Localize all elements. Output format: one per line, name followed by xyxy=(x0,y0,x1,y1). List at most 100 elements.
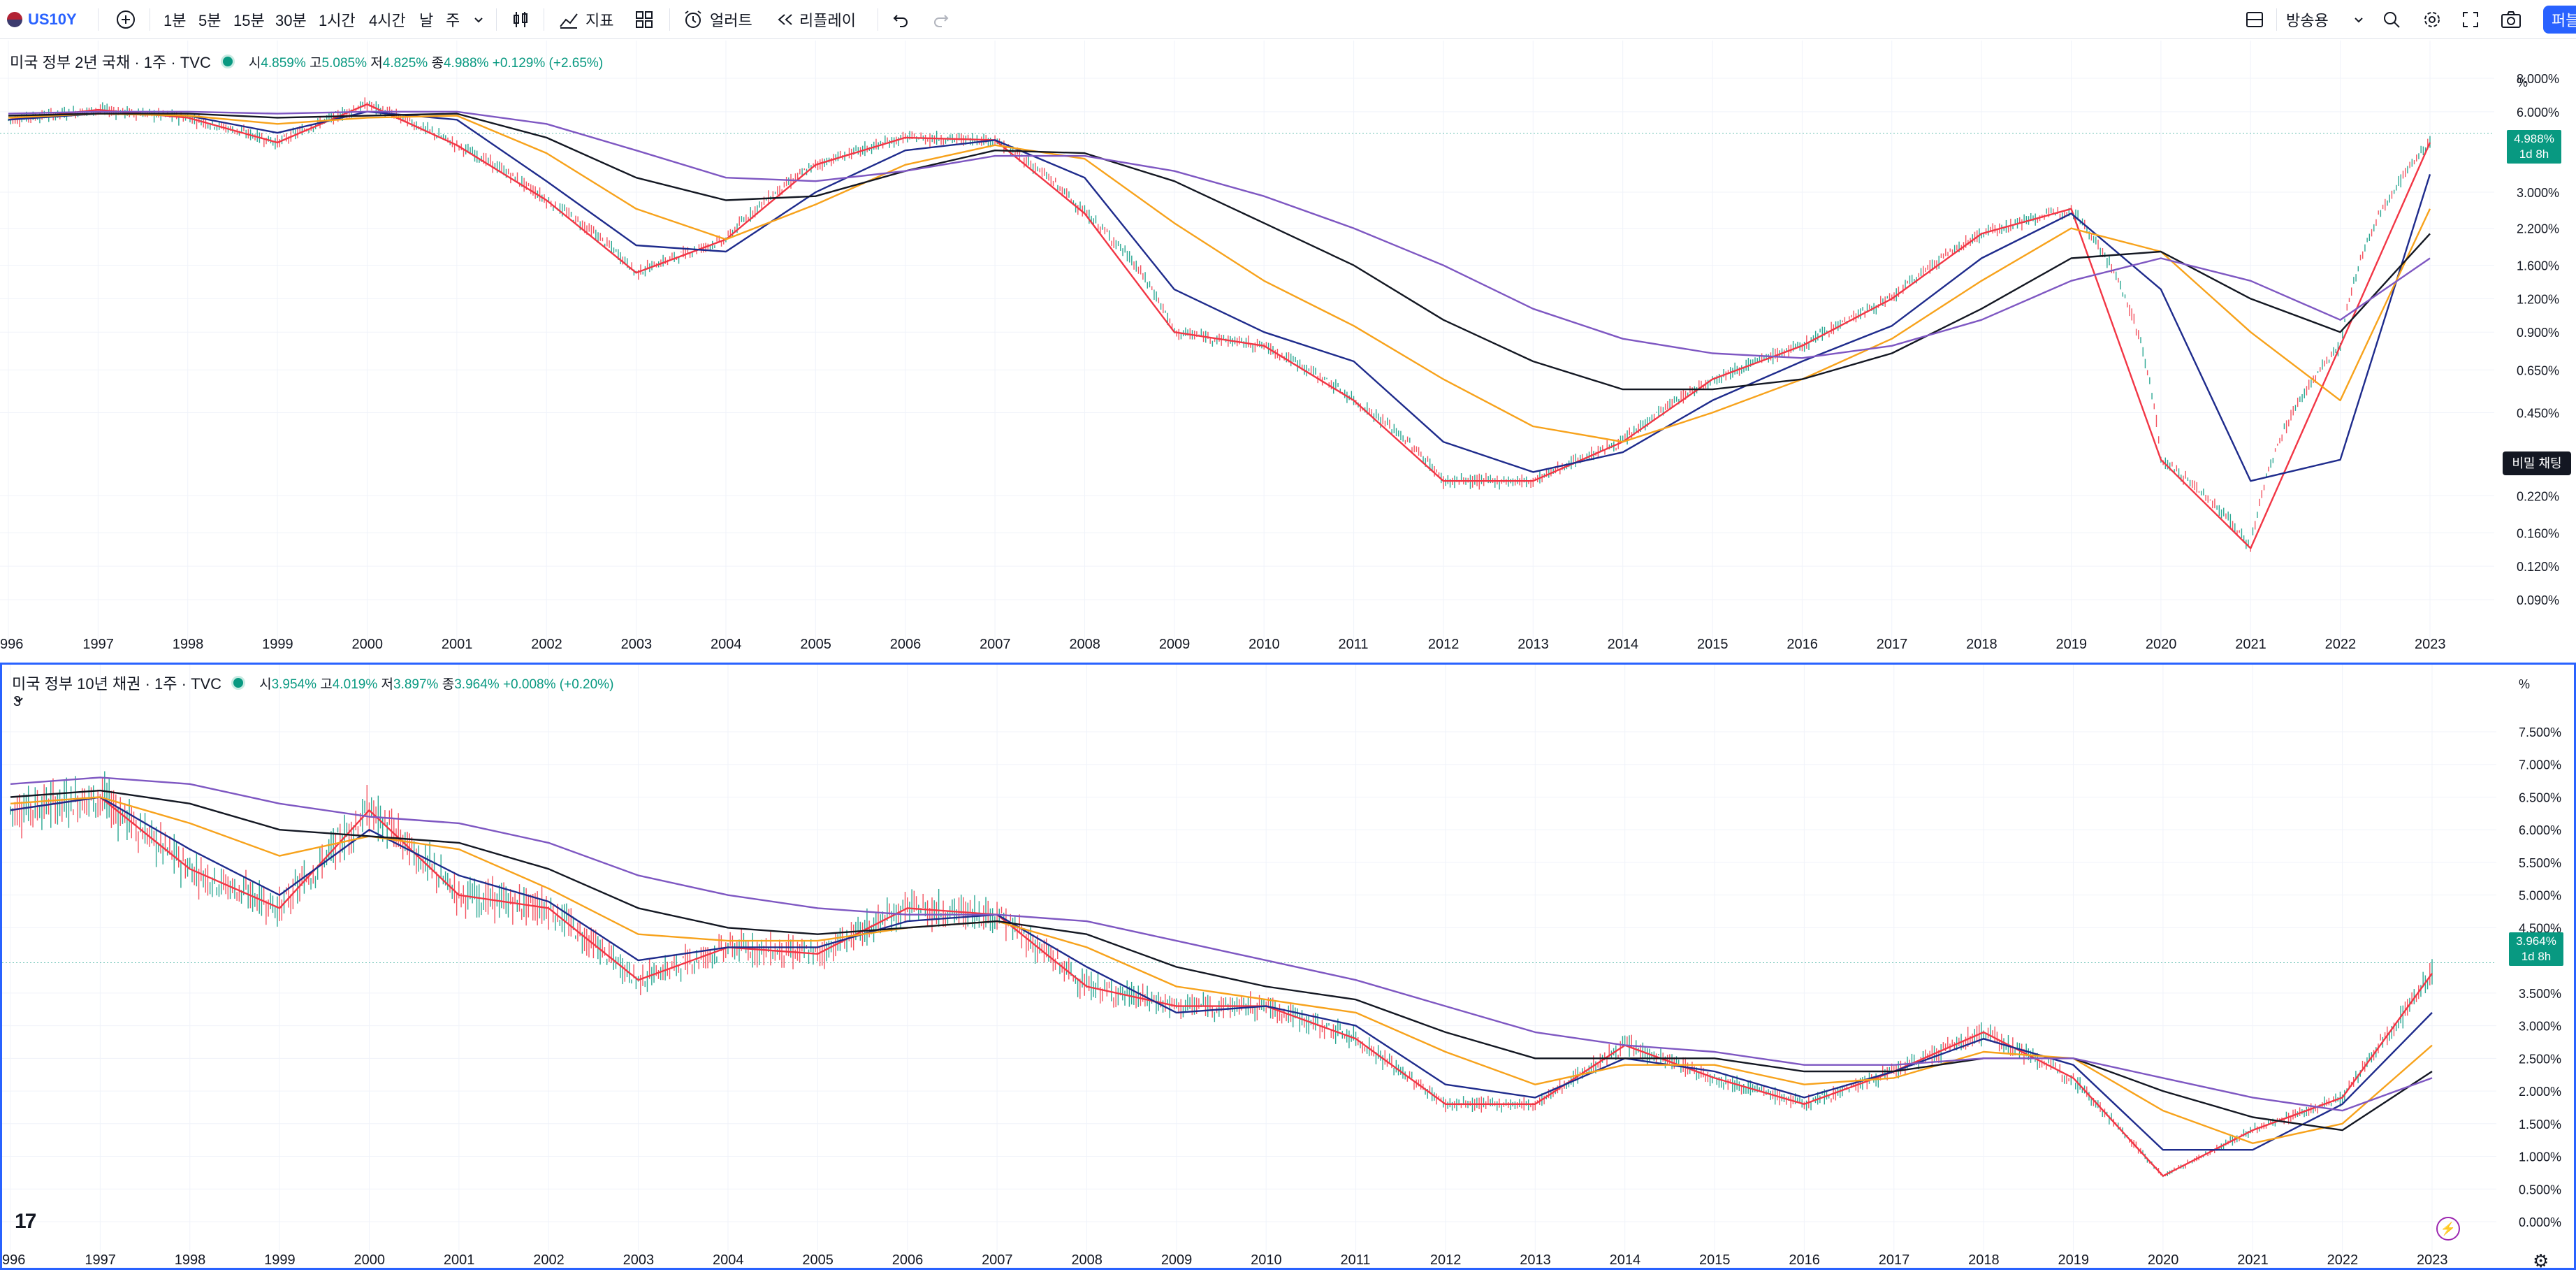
close-label: 종 xyxy=(431,55,444,71)
price-axis-label: 0.090% xyxy=(2517,593,2559,607)
time-axis-label: 2009 xyxy=(1159,637,1191,652)
time-axis-label: 1997 xyxy=(85,1252,115,1268)
search-button[interactable] xyxy=(2381,0,2402,39)
close-label: 종 xyxy=(442,677,455,692)
interval-label: 5분 xyxy=(198,12,221,29)
time-axis-label: 1999 xyxy=(262,637,293,652)
interval-5m[interactable]: 5분 xyxy=(198,0,221,39)
time-axis-label: 1997 xyxy=(82,637,113,652)
ma-black-line xyxy=(8,113,2431,391)
chart-pane-10y[interactable]: 7.500% 7.000% 6.500% 6.000% 5.500% 5.000% 4.50… xyxy=(0,663,2576,1271)
templates-button[interactable] xyxy=(634,0,654,39)
gear-icon[interactable]: ⚙ xyxy=(2533,1250,2549,1271)
publish-button[interactable]: 퍼블 xyxy=(2543,6,2576,34)
compare-symbol-button[interactable] xyxy=(115,0,137,39)
low-label: 저 xyxy=(381,677,393,692)
ma-red-line xyxy=(8,103,2431,549)
change-value: +0.008% (+0.20%) xyxy=(502,677,614,692)
secret-chat-badge[interactable]: 비밀 채팅 xyxy=(2503,451,2571,475)
ma-blue-line xyxy=(10,796,2433,1151)
high-value: 4.019% xyxy=(332,677,378,692)
price-axis-label: 5.500% xyxy=(2519,856,2561,870)
publish-label: 퍼블 xyxy=(2552,12,2576,29)
time-axis-label: 2019 xyxy=(2056,637,2088,652)
price-chart-10y[interactable]: 7.500% 7.000% 6.500% 6.000% 5.500% 5.000% 4.50… xyxy=(2,665,2574,1268)
high-label: 고 xyxy=(310,55,322,71)
open-label: 시 xyxy=(259,677,272,692)
chevron-down-icon xyxy=(15,698,23,703)
interval-4h[interactable]: 4시간 xyxy=(369,0,406,39)
interval-30m[interactable]: 30분 xyxy=(275,0,307,39)
lightning-icon[interactable]: ⚡ xyxy=(2436,1217,2460,1241)
ma-red-line xyxy=(10,796,2433,1177)
high-value: 5.085% xyxy=(321,55,367,71)
pane-title[interactable]: 미국 정부 2년 국채 · 1주 · TVC xyxy=(10,54,211,71)
interval-label: 1시간 xyxy=(319,12,356,29)
high-label: 고 xyxy=(320,677,333,692)
tradingview-logo[interactable]: 17 xyxy=(15,1210,36,1233)
market-status-icon[interactable] xyxy=(231,676,246,690)
indicators-collapse-button[interactable]: 3 xyxy=(13,694,23,710)
undo-button[interactable] xyxy=(890,0,910,39)
time-axis-label: 2014 xyxy=(1610,1252,1641,1268)
redo-button[interactable] xyxy=(932,0,952,39)
ma-purple-line xyxy=(10,776,2433,1112)
time-axis-label: 2007 xyxy=(982,1252,1013,1268)
indicators-button[interactable]: 지표 xyxy=(558,0,613,39)
chevron-down-icon xyxy=(474,17,483,23)
time-axis-label: 2015 xyxy=(1699,1252,1731,1268)
price-axis-label: 7.000% xyxy=(2519,758,2561,772)
price-axis-unit: % xyxy=(2519,677,2530,691)
time-axis-label: 2016 xyxy=(1789,1252,1820,1268)
low-value: 3.897% xyxy=(393,677,439,692)
price-axis-label: 4.500% xyxy=(2519,921,2561,935)
interval-dropdown[interactable] xyxy=(472,0,485,39)
price-axis-label: 0.500% xyxy=(2519,1183,2561,1197)
price-axis-label: 1.000% xyxy=(2519,1150,2561,1164)
chart-pane-2y[interactable]: 8.000% 6.000% 3.000% 2.200% 1.600% 1.200% 0.90… xyxy=(0,41,2576,661)
bar-countdown: 1d 8h xyxy=(2521,950,2552,963)
time-axis-label: 2003 xyxy=(621,637,653,652)
alarm-clock-icon xyxy=(685,10,701,28)
price-axis-label: 7.500% xyxy=(2519,725,2561,739)
layout-button[interactable] xyxy=(2244,0,2265,39)
time-axis-label: 2000 xyxy=(351,637,382,652)
time-axis-label: 2022 xyxy=(2325,637,2357,652)
alert-button[interactable]: 얼러트 xyxy=(682,0,752,39)
divider xyxy=(2276,8,2277,31)
time-axis-label: 996 xyxy=(0,637,23,652)
symbol-search-button[interactable]: US10Y xyxy=(7,0,77,39)
price-chart-2y[interactable]: 8.000% 6.000% 3.000% 2.200% 1.600% 1.200% 0.90… xyxy=(0,41,2576,661)
time-axis-label: 2022 xyxy=(2327,1252,2359,1268)
price-axis-label: 0.450% xyxy=(2517,406,2559,420)
interval-15m[interactable]: 15분 xyxy=(233,0,265,39)
pane-title[interactable]: 미국 정부 10년 채권 · 1주 · TVC xyxy=(12,675,222,693)
time-axis-label: 2021 xyxy=(2237,1252,2269,1268)
time-axis-label: 2002 xyxy=(531,637,562,652)
gear-icon xyxy=(2424,12,2440,27)
snapshot-button[interactable] xyxy=(2500,0,2522,39)
interval-1m[interactable]: 1분 xyxy=(163,0,186,39)
interval-1h[interactable]: 1시간 xyxy=(319,0,356,39)
time-axis-label: 2001 xyxy=(442,637,473,652)
time-axis-label: 1999 xyxy=(264,1252,296,1268)
fullscreen-button[interactable] xyxy=(2461,0,2480,39)
interval-day[interactable]: 날 xyxy=(419,0,433,39)
replay-button[interactable]: 리플레이 xyxy=(776,0,856,39)
market-status-icon[interactable] xyxy=(220,55,235,68)
time-axis-label: 2023 xyxy=(2415,637,2446,652)
time-axis-label: 2002 xyxy=(533,1252,565,1268)
time-axis-label: 2010 xyxy=(1251,1252,1282,1268)
last-price-value: 4.988% xyxy=(2514,132,2554,145)
layout-name-button[interactable]: 방송용 xyxy=(2286,0,2365,39)
grid-icon xyxy=(636,11,653,28)
price-axis-label: 0.220% xyxy=(2517,489,2559,503)
layout-name-label: 방송용 xyxy=(2286,12,2329,29)
symbol-label: US10Y xyxy=(28,10,77,28)
time-axis-label: 2005 xyxy=(802,1252,834,1268)
settings-button[interactable] xyxy=(2422,0,2443,39)
interval-week[interactable]: 주 xyxy=(446,0,460,39)
chart-type-button[interactable] xyxy=(510,0,531,39)
interval-label: 1분 xyxy=(163,12,187,29)
divider xyxy=(669,8,670,31)
